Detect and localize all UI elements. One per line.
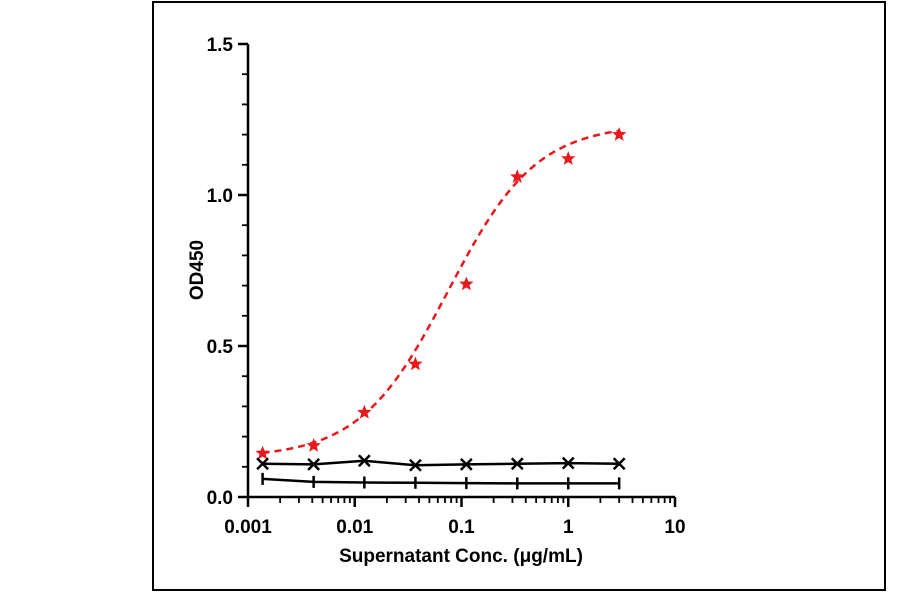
- tick-series-line: [262, 477, 620, 485]
- ticks-layer: 0.0 0.5 1.0 1.5 0.001 0.01 0.1 1 10: [207, 35, 686, 538]
- y-tick-label: 1.0: [207, 186, 233, 207]
- x-tick-label: 0.01: [336, 517, 373, 538]
- star-marker: [611, 126, 627, 141]
- star-marker: [408, 356, 423, 371]
- y-tick-label: 0.5: [207, 337, 234, 358]
- star-marker: [306, 438, 321, 452]
- star-marker: [459, 276, 474, 291]
- x-marker: [256, 457, 269, 471]
- x-tick-label: 1: [563, 517, 574, 538]
- x-tick-label: 10: [664, 517, 685, 538]
- y-tick-label: 1.5: [207, 35, 234, 56]
- x-marker: [307, 458, 321, 471]
- x-marker: [409, 458, 422, 472]
- x-series-line: [262, 459, 620, 467]
- y-tick-label: 0.0: [207, 488, 233, 509]
- x-tick-label: 0.1: [448, 517, 475, 538]
- x-tick-label: 0.001: [224, 517, 272, 538]
- star-marker: [510, 169, 525, 184]
- x-marker: [561, 456, 575, 470]
- axes-layer: [246, 44, 675, 499]
- x-marker: [357, 454, 371, 468]
- x-marker: [459, 458, 473, 471]
- x-marker: [510, 457, 524, 471]
- star-marker: [255, 445, 270, 460]
- fit-curve-layer: [262, 129, 620, 455]
- series-layer: [255, 126, 627, 490]
- chart-frame: [152, 1, 886, 591]
- x-marker: [612, 457, 626, 471]
- red-fit-curve: [262, 129, 620, 455]
- star-marker: [357, 404, 372, 419]
- star-marker: [561, 151, 576, 165]
- x-axis-label: Supernatant Conc. (μg/mL): [339, 546, 583, 567]
- y-axis-label: OD450: [187, 240, 208, 300]
